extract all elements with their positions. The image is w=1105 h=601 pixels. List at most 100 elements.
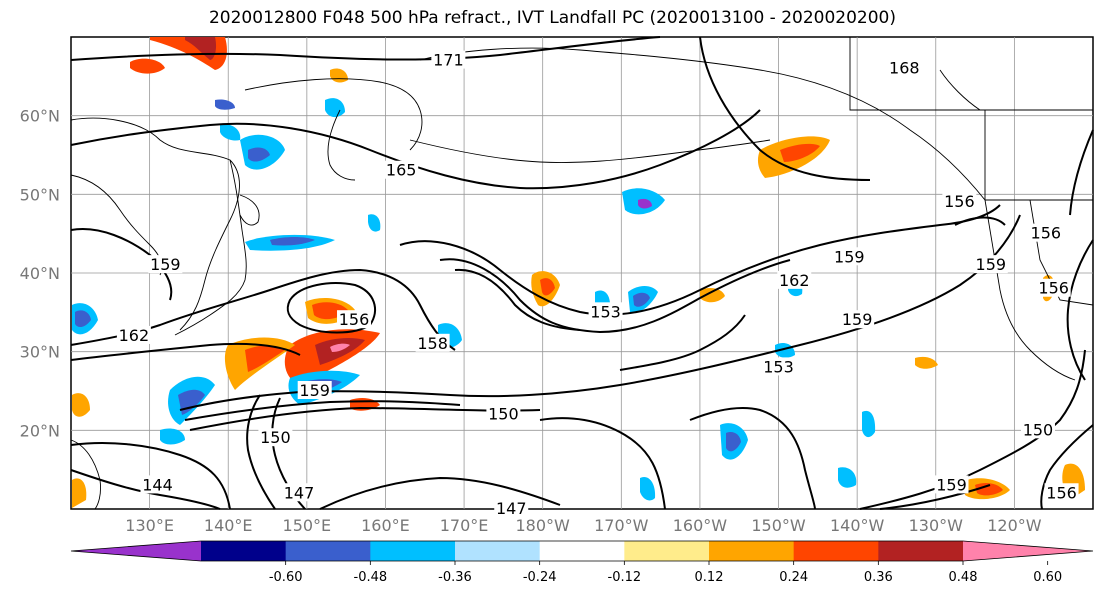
contour-label: 159 [842,310,873,329]
coastline [244,78,423,151]
colorbar-tick-label: 0.24 [779,570,808,585]
colorbar-tick-label: -0.60 [269,570,303,585]
contour-label: 159 [150,255,181,274]
latitude-labels: 60°N 50°N 40°N 30°N 20°N [20,107,60,441]
latitude-label: 30°N [20,343,60,362]
shading-blob [130,58,165,74]
contour-label: 156 [1031,224,1062,243]
contour-line [699,36,871,181]
coastline [70,117,240,331]
contour-label: 159 [936,475,967,494]
colorbar-outline [70,540,1094,562]
colorbar-segment [370,541,456,561]
gridlines [71,37,1093,509]
contour-label-bg [148,255,183,274]
longitude-label: 120°W [987,516,1042,535]
colorbar-tick-label: -0.12 [608,570,642,585]
contour-label-bg [281,483,316,502]
contour-line [1066,239,1094,381]
contour-label-bg [934,475,969,494]
contour-line [399,204,1001,316]
contour-label: 159 [834,247,865,266]
shading-blob [368,214,381,232]
colorbar-tick-label: 0.36 [864,570,893,585]
shading-blob [726,432,741,452]
contour-label: 156 [1046,483,1077,502]
shading-blob [862,410,876,438]
contour-label-bg [887,58,922,77]
contour-label: 162 [779,271,810,290]
coastline [939,69,981,111]
contour-line [70,228,173,301]
contour-labels: 171 168 165 159 162 156 158 153 162 159 159 153 159 1… [116,50,1079,518]
shading-blob [700,288,725,303]
contour-line [70,442,231,510]
latitude-label: 40°N [20,264,60,283]
contour-label: 153 [763,357,794,376]
latitude-label: 20°N [20,421,60,440]
colorbar-segment [624,541,710,561]
contour-label: 159 [299,381,330,400]
contour-line [454,268,581,331]
colorbar-segment [963,541,1093,561]
colorbar-segment [455,541,541,561]
contour-label: 159 [976,255,1007,274]
shading-blob [638,198,652,209]
contour-label-bg [494,499,529,517]
coastline [174,159,247,336]
shading-blob [215,99,235,110]
contour-line [246,394,276,510]
coastline [409,139,771,163]
contour-label: 156 [944,192,975,211]
contour-line [439,258,791,334]
colorbar-segment [878,541,964,561]
longitude-label: 140°E [204,516,253,535]
shading-blob [220,124,241,141]
contour-line [879,484,991,510]
longitude-label: 150°E [283,516,332,535]
contour-line [689,407,816,510]
contour-label: 150 [488,405,519,424]
refractivity-contours [70,36,1094,510]
coastline [849,37,1093,111]
longitude-label: 130°W [909,516,964,535]
shading-blob [838,467,857,488]
contour-label: 153 [590,302,621,321]
contour-label-bg [384,160,419,179]
contour-line [70,36,661,61]
colorbar-segment [71,541,201,561]
contour-label: 147 [496,499,527,518]
contour-label: 147 [284,483,315,502]
shading-blob [540,278,555,296]
longitude-label: 180°W [516,516,571,535]
shading-blob [72,478,87,508]
shading-blob [633,292,650,307]
contour-label: 168 [889,58,920,77]
colorbar-tick-label: -0.36 [438,570,472,585]
contour-label-bg [1044,483,1079,502]
contour-label: 150 [1023,420,1054,439]
contour-line [70,109,761,190]
contour-label-bg [1028,223,1063,242]
shading-blob [270,237,315,246]
colorbar-tick-label: -0.48 [354,570,388,585]
contour-label: 162 [119,326,150,345]
colorbar: -0.60 -0.48 -0.36 -0.24 -0.12 0.12 0.24 0.36 0.4… [70,540,1094,585]
contour-label-bg [486,404,521,423]
colorbar-tick-label: -0.24 [523,570,557,585]
contour-line [70,342,301,361]
shading-blob [915,356,938,369]
contour-label-bg [258,428,293,447]
shading-blob [325,98,345,118]
longitude-label: 160°W [673,516,728,535]
shading-blob [245,345,285,372]
colorbar-tick-label: 0.48 [949,570,978,585]
contour-label: 156 [1038,279,1069,298]
shading-blob [75,310,91,328]
ivt-shading [72,37,1085,508]
shading-blob [640,476,656,501]
contour-label-bg [840,310,875,329]
longitude-label: 170°W [594,516,649,535]
contour-label: 150 [260,428,291,447]
coastline [327,109,356,181]
